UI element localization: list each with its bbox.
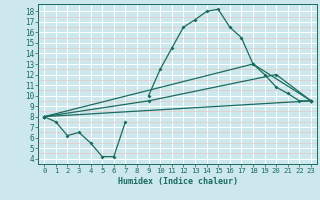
X-axis label: Humidex (Indice chaleur): Humidex (Indice chaleur): [118, 177, 238, 186]
